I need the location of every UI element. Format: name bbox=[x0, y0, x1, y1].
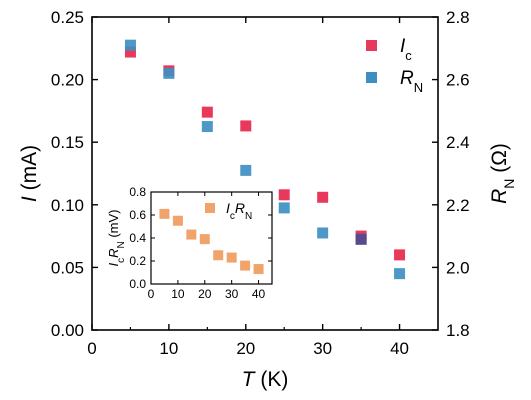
x-tick-label: 40 bbox=[390, 339, 409, 358]
rn-point bbox=[163, 67, 175, 79]
inset-x-tick-label: 0 bbox=[148, 287, 155, 301]
inset-point bbox=[213, 250, 224, 261]
legend-ic-marker bbox=[366, 40, 377, 51]
y-right-tick-label: 2.2 bbox=[446, 196, 470, 215]
inset-point bbox=[199, 234, 210, 245]
rn-point bbox=[201, 121, 213, 133]
inset-x-tick-label: 20 bbox=[198, 287, 212, 301]
rn-point bbox=[240, 164, 252, 176]
y-right-tick-label: 1.8 bbox=[446, 321, 470, 340]
y-right-tick-label: 2.6 bbox=[446, 71, 470, 90]
x-tick-label: 20 bbox=[236, 339, 255, 358]
inset-point bbox=[159, 208, 170, 219]
plot-frame bbox=[91, 16, 439, 331]
y-right-tick-label: 2.0 bbox=[446, 258, 470, 277]
x-tick-label: 10 bbox=[159, 339, 178, 358]
x-tick-label: 30 bbox=[313, 339, 332, 358]
x-tick-label: 0 bbox=[87, 339, 96, 358]
inset-legend-label: IcRN bbox=[226, 200, 252, 222]
legend-ic-label: Ic bbox=[400, 36, 412, 63]
y-right-tick-label: 2.8 bbox=[446, 8, 470, 27]
inset-point bbox=[240, 260, 251, 271]
rn-point bbox=[124, 39, 136, 51]
legend-rn-label: RN bbox=[400, 68, 423, 95]
y-right-tick-label: 2.4 bbox=[446, 133, 470, 152]
y-left-tick-label: 0.20 bbox=[51, 71, 84, 90]
ic-point bbox=[317, 191, 329, 203]
legend-rn-marker bbox=[366, 72, 377, 83]
inset-y-tick-label: 0.2 bbox=[129, 254, 146, 268]
rn-point bbox=[278, 202, 290, 214]
y-left-tick-label: 0.05 bbox=[51, 258, 84, 277]
inset-y-tick-label: 0.6 bbox=[129, 208, 146, 222]
y-left-axis-label: I (mA) bbox=[18, 145, 41, 202]
rn-point bbox=[394, 268, 406, 280]
inset-x-tick-label: 10 bbox=[171, 287, 185, 301]
y-left-tick-label: 0.25 bbox=[51, 8, 84, 27]
y-left-tick-label: 0.15 bbox=[51, 133, 84, 152]
x-axis-label: T (K) bbox=[242, 368, 289, 391]
inset-legend-marker bbox=[205, 203, 215, 213]
y-right-axis-label: RN (Ω) bbox=[488, 143, 517, 204]
ic-point bbox=[240, 120, 252, 132]
y-left-tick-label: 0.10 bbox=[51, 196, 84, 215]
inset-point bbox=[172, 215, 183, 226]
ic-point bbox=[124, 46, 136, 58]
ic-point bbox=[201, 106, 213, 118]
inset-x-tick-label: 40 bbox=[252, 287, 266, 301]
inset-y-tick-label: 0.4 bbox=[129, 231, 146, 245]
inset-point bbox=[186, 229, 197, 240]
ic-point bbox=[278, 189, 290, 201]
inset-y-axis-label: IcRN (mV) bbox=[106, 209, 127, 266]
inset-point bbox=[226, 252, 237, 263]
overlap-point bbox=[355, 233, 367, 245]
inset-y-tick-label: 0.0 bbox=[129, 277, 146, 291]
inset-y-tick-label: 0.8 bbox=[129, 185, 146, 199]
inset-x-tick-label: 30 bbox=[225, 287, 239, 301]
rn-point bbox=[317, 227, 329, 239]
inset-point bbox=[253, 264, 264, 275]
y-left-tick-label: 0.00 bbox=[51, 321, 84, 340]
ic-point bbox=[394, 249, 406, 261]
